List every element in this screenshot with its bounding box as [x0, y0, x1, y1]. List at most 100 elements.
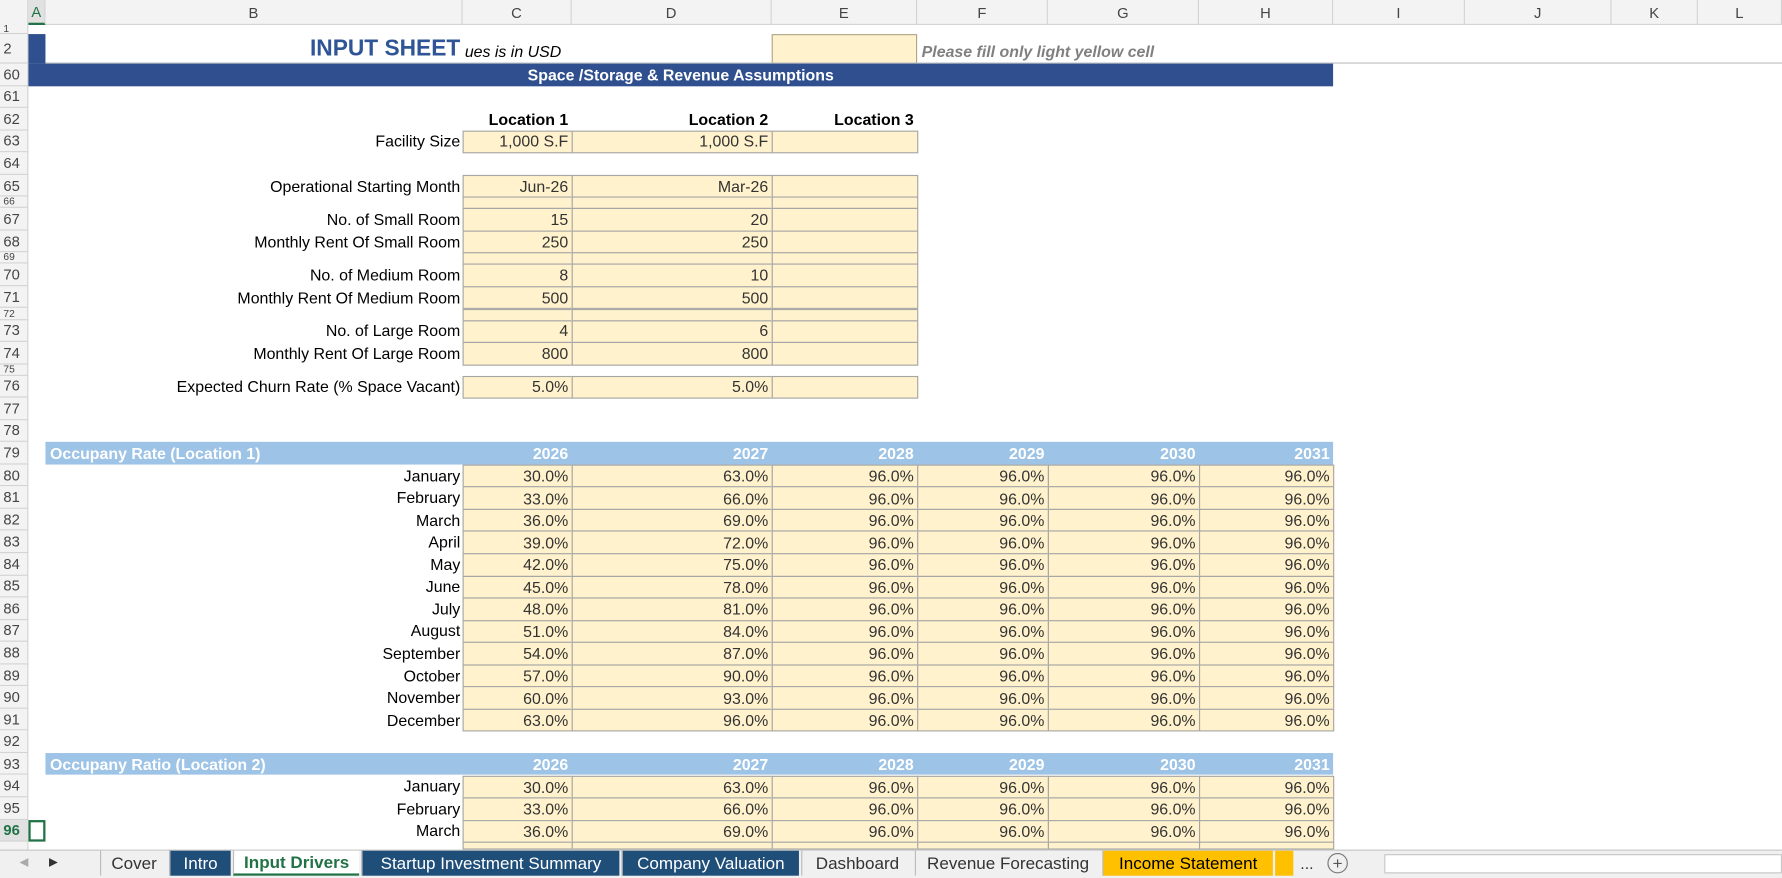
rate-cell: 96.0%	[1047, 464, 1201, 488]
row-header[interactable]: 73	[0, 320, 29, 342]
column-header[interactable]: L	[1698, 0, 1782, 25]
row-header[interactable]: 88	[0, 642, 29, 665]
rate-cell: 96.0%	[917, 575, 1049, 599]
row-header[interactable]: 94	[0, 775, 29, 798]
row-header[interactable]: 85	[0, 575, 29, 598]
year-header: 2026	[532, 444, 569, 463]
row-header[interactable]: 1	[0, 25, 29, 35]
scroll-right: ▶	[49, 856, 58, 869]
row-header[interactable]: 76	[0, 375, 29, 398]
rate-cell: 96.0%	[1198, 619, 1335, 644]
row-header[interactable]: 69	[0, 253, 29, 264]
assumption-label: No. of Small Room	[326, 210, 461, 229]
rate-cell: 72.0%	[571, 530, 773, 555]
sheet-tab[interactable]: Startup Investment Summary	[361, 850, 620, 876]
rate-cell: 96.0%	[1198, 641, 1335, 666]
month-label: September	[382, 643, 461, 663]
rate-cell: 96.0%	[571, 708, 773, 732]
assumption-value: Mar-26	[717, 176, 769, 195]
sheet-tab[interactable]: Cover	[100, 850, 168, 876]
sheet-tab[interactable]: Revenue Forecasting	[914, 850, 1101, 876]
sheet-tab[interactable]	[1275, 850, 1294, 876]
row-header[interactable]: 62	[0, 108, 29, 131]
assumption-value: 1,000 S.F	[699, 132, 769, 151]
column-header[interactable]: D	[572, 0, 772, 25]
row-header[interactable]: 84	[0, 553, 29, 576]
input-cell	[462, 841, 573, 850]
sheet-tab[interactable]: Intro	[169, 850, 231, 876]
rate-cell: 96.0%	[1047, 797, 1201, 821]
row-header[interactable]: 68	[0, 230, 29, 253]
row-header[interactable]: 89	[0, 664, 29, 687]
assumption-value: 8	[559, 265, 569, 285]
assumption-value: 15	[550, 210, 569, 229]
rate-cell: 48.0%	[462, 597, 573, 621]
rate-cell: 96.0%	[1198, 775, 1335, 799]
row-header[interactable]: 93	[0, 753, 29, 776]
rate-cell: 96.0%	[771, 530, 919, 555]
row-header[interactable]: 81	[0, 487, 29, 509]
rate-cell: 39.0%	[462, 530, 573, 555]
rate-cell: 30.0%	[462, 464, 573, 488]
sheet-tab[interactable]: Input Drivers	[232, 850, 360, 876]
row-header[interactable]: 2	[0, 34, 29, 64]
sheet-tab[interactable]: Dashboard	[801, 850, 913, 876]
row-header[interactable]: 91	[0, 709, 29, 731]
row-header[interactable]: 71	[0, 286, 29, 309]
row-header[interactable]: 87	[0, 620, 29, 642]
sheet-tab[interactable]: Income Statement	[1102, 850, 1273, 876]
column-header[interactable]: K	[1612, 0, 1698, 25]
rate-cell: 96.0%	[771, 797, 919, 821]
add-sheet[interactable]: +	[1327, 852, 1348, 874]
row-header[interactable]: 90	[0, 686, 29, 709]
row-header[interactable]: 61	[0, 86, 29, 109]
column-header[interactable]: I	[1333, 0, 1465, 25]
input-cell	[771, 375, 919, 399]
row-header[interactable]: 79	[0, 442, 29, 465]
row-header[interactable]: 82	[0, 509, 29, 531]
rate-cell: 63.0%	[462, 708, 573, 732]
column-header[interactable]: H	[1199, 0, 1334, 25]
rate-cell: 69.0%	[571, 819, 773, 843]
row-header[interactable]: 70	[0, 264, 29, 287]
input-cell	[1047, 841, 1201, 850]
rate-cell: 96.0%	[1198, 486, 1335, 510]
rate-cell: 42.0%	[462, 553, 573, 577]
rate-cell: 63.0%	[571, 775, 773, 799]
row-header[interactable]: 60	[0, 64, 29, 86]
year-header: 2028	[878, 754, 914, 774]
row-header[interactable]: 74	[0, 342, 29, 365]
row-header[interactable]: 75	[0, 364, 29, 376]
more-tabs[interactable]: ...	[1300, 854, 1314, 873]
row-header[interactable]: 67	[0, 208, 29, 231]
h-scrollbar[interactable]	[1384, 854, 1782, 874]
year-header: 2027	[732, 754, 769, 774]
row-header[interactable]: 77	[0, 398, 29, 420]
row-header[interactable]: 64	[0, 152, 29, 175]
row-header[interactable]: 80	[0, 464, 29, 487]
column-header[interactable]: B	[45, 0, 463, 25]
column-header[interactable]: J	[1465, 0, 1612, 25]
row-header[interactable]: 65	[0, 175, 29, 197]
row-header[interactable]: 83	[0, 531, 29, 554]
column-header[interactable]: A	[28, 0, 46, 25]
rate-cell: 96.0%	[917, 708, 1049, 732]
row-header[interactable]: 96	[0, 819, 29, 842]
sheet-title: INPUT SHEET	[309, 36, 461, 62]
row-header[interactable]: 72	[0, 308, 29, 320]
location-header: Location 2	[688, 110, 769, 129]
row-header[interactable]: 92	[0, 731, 29, 753]
column-header[interactable]: F	[917, 0, 1048, 25]
column-header[interactable]: E	[772, 0, 918, 25]
row-header[interactable]: 63	[0, 130, 29, 153]
row-header[interactable]: 66	[0, 197, 29, 209]
column-header[interactable]: G	[1048, 0, 1199, 25]
row-header[interactable]: 86	[0, 598, 29, 620]
row-header[interactable]: 95	[0, 797, 29, 820]
rate-cell: 93.0%	[571, 686, 773, 710]
assumption-value: 5.0%	[731, 377, 769, 396]
rate-cell: 96.0%	[771, 619, 919, 644]
row-header[interactable]: 78	[0, 420, 29, 443]
column-header[interactable]: C	[463, 0, 572, 25]
sheet-tab[interactable]: Company Valuation	[621, 850, 799, 876]
